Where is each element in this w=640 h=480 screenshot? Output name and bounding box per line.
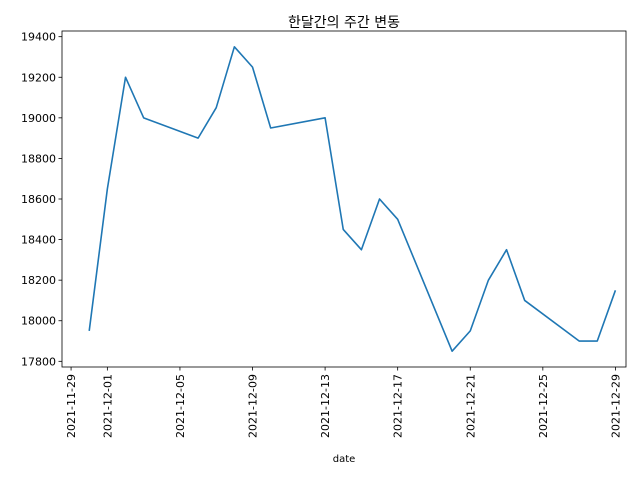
x-tick-label: 2021-12-25 bbox=[537, 374, 550, 438]
x-tick-label: 2021-12-29 bbox=[609, 374, 622, 438]
series-line-0 bbox=[88, 46, 617, 352]
x-tick-label: 2021-11-29 bbox=[65, 374, 78, 438]
x-tick-label: 2021-12-09 bbox=[247, 374, 260, 438]
x-tick-label: 2021-12-01 bbox=[101, 374, 114, 438]
x-tick-label: 2021-12-05 bbox=[174, 374, 187, 438]
x-tick-label: 2021-12-21 bbox=[464, 374, 477, 438]
axes-frame bbox=[61, 30, 627, 368]
y-tick-label: 18600 bbox=[21, 193, 56, 206]
y-tick-label: 19400 bbox=[21, 31, 56, 44]
y-tick-label: 17800 bbox=[21, 355, 56, 368]
x-axis-title: date bbox=[333, 454, 356, 465]
plot-area: 17800 18000 18200 18400 18600 18800 19000 19200… bbox=[21, 30, 627, 438]
y-tick-label: 19200 bbox=[21, 71, 56, 84]
y-tick-label: 18200 bbox=[21, 274, 56, 287]
x-tick-label: 2021-12-17 bbox=[392, 374, 405, 438]
x-tick-label: 2021-12-13 bbox=[319, 374, 332, 438]
y-tick-label: 18400 bbox=[21, 234, 56, 247]
y-tick-label: 18000 bbox=[21, 315, 56, 328]
chart-title: 한달간의 주간 변동 bbox=[288, 15, 400, 31]
y-tick-label: 18800 bbox=[21, 152, 56, 165]
y-tick-label: 19000 bbox=[21, 112, 56, 125]
